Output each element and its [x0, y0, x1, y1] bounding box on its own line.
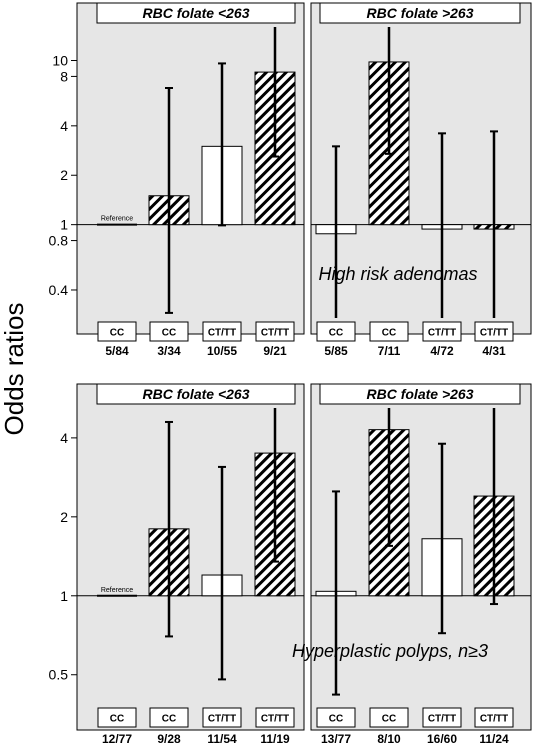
genotype-label: CC — [329, 328, 343, 339]
genotype-label: CC — [382, 714, 396, 725]
genotype-label: CT/TT — [208, 328, 236, 339]
y-tick-label: 1 — [60, 217, 68, 233]
y-tick-label: 8 — [60, 68, 68, 84]
genotype-box — [316, 321, 356, 342]
genotype-box — [316, 707, 356, 728]
count-label: 4/31 — [482, 344, 506, 358]
reference-note: Reference — [101, 216, 133, 223]
genotype-box — [474, 707, 514, 728]
genotype-box — [369, 707, 409, 728]
strip-label: RBC folate <263 — [143, 386, 250, 402]
count-label: 4/72 — [430, 344, 454, 358]
count-label: 12/77 — [102, 732, 132, 746]
genotype-label: CT/TT — [261, 328, 289, 339]
count-label: 8/10 — [377, 732, 401, 746]
strip-label: RBC folate >263 — [367, 386, 474, 402]
genotype-box — [202, 321, 242, 342]
strip-label: RBC folate <263 — [143, 5, 250, 21]
strip-header — [96, 383, 296, 405]
count-label: 3/34 — [157, 344, 181, 358]
count-label: 16/60 — [427, 732, 457, 746]
genotype-label: CT/TT — [261, 714, 289, 725]
genotype-label: CT/TT — [428, 714, 456, 725]
y-tick-label: 4 — [60, 430, 68, 446]
genotype-label: CC — [110, 714, 124, 725]
genotype-label: CC — [110, 328, 124, 339]
genotype-box — [202, 707, 242, 728]
strip-header — [319, 2, 521, 24]
y-tick-label: 10 — [52, 53, 68, 69]
count-label: 10/55 — [207, 344, 237, 358]
genotype-box — [149, 321, 189, 342]
count-label: 11/19 — [260, 732, 290, 746]
y-axis-label: Odds ratios — [0, 303, 29, 436]
y-tick-label: 2 — [60, 509, 68, 525]
strip-label: RBC folate >263 — [367, 5, 474, 21]
count-label: 9/21 — [263, 344, 287, 358]
chart-annotation: High risk adenomas — [318, 264, 477, 284]
genotype-box — [149, 707, 189, 728]
y-tick-label: 0.4 — [49, 282, 69, 298]
genotype-label: CT/TT — [480, 328, 508, 339]
genotype-label: CC — [382, 328, 396, 339]
count-label: 9/28 — [157, 732, 181, 746]
genotype-box — [474, 321, 514, 342]
genotype-label: CC — [162, 328, 176, 339]
strip-header — [96, 2, 296, 24]
count-label: 5/84 — [105, 344, 129, 358]
chart-annotation: Hyperplastic polyps, n≥3 — [292, 641, 488, 661]
count-label: 11/54 — [207, 732, 237, 746]
count-label: 5/85 — [324, 344, 348, 358]
count-label: 13/77 — [321, 732, 351, 746]
genotype-label: CC — [329, 714, 343, 725]
genotype-label: CT/TT — [428, 328, 456, 339]
panel-background — [310, 2, 532, 335]
reference-note: Reference — [101, 587, 133, 594]
genotype-label: CT/TT — [208, 714, 236, 725]
genotype-box — [97, 707, 137, 728]
genotype-box — [422, 321, 462, 342]
genotype-box — [422, 707, 462, 728]
genotype-box — [97, 321, 137, 342]
genotype-label: CT/TT — [480, 714, 508, 725]
strip-header — [319, 383, 521, 405]
y-tick-label: 0.5 — [49, 667, 69, 683]
y-tick-label: 2 — [60, 167, 68, 183]
genotype-box — [255, 707, 295, 728]
genotype-box — [369, 321, 409, 342]
genotype-label: CC — [162, 714, 176, 725]
y-tick-label: 0.8 — [49, 233, 69, 249]
chart-hyperplastic-polyps: 0.5 1 2 4 Reference CC 12/77 CC 9/28 CT/TT 11/54 CT… — [49, 383, 532, 746]
count-label: 7/11 — [378, 344, 401, 358]
chart-high-risk-adenomas: 0.4 0.81 2 4 810 Reference CC 5/84 CC 3/34 CT/TT 10… — [49, 2, 532, 358]
y-tick-label: 4 — [60, 118, 68, 134]
y-tick-label: 1 — [60, 588, 68, 604]
genotype-box — [255, 321, 295, 342]
count-label: 11/24 — [479, 732, 509, 746]
